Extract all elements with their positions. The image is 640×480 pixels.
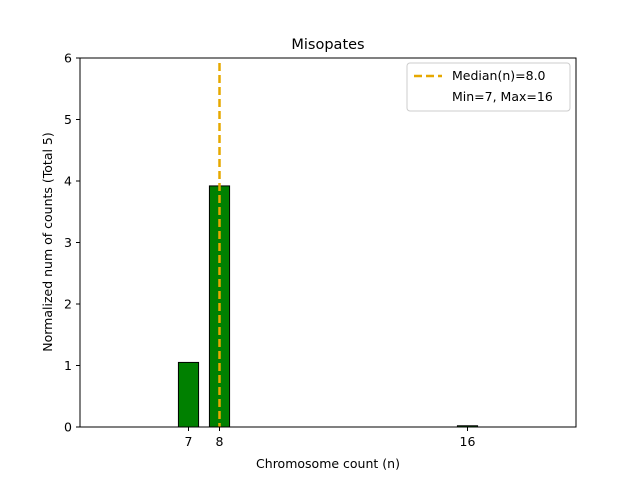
x-tick-label: 8 (216, 434, 224, 449)
y-axis-label: Normalized num of counts (Total 5) (40, 132, 55, 352)
x-tick-label: 7 (185, 434, 193, 449)
y-tick-label: 0 (64, 420, 72, 435)
x-tick-label: 16 (460, 434, 476, 449)
y-tick-label: 4 (64, 174, 72, 189)
y-tick-label: 3 (64, 235, 72, 250)
legend: Median(n)=8.0 Min=7, Max=16 (406, 62, 571, 112)
x-axis: 7 8 16 (185, 427, 476, 449)
bar-7 (177, 361, 200, 428)
x-axis-label: Chromosome count (n) (256, 456, 400, 471)
y-tick-label: 1 (64, 358, 72, 373)
y-tick-label: 6 (64, 51, 72, 66)
bars-layer (177, 185, 479, 428)
legend-box (406, 62, 571, 112)
y-axis: 0 1 2 3 4 5 6 (64, 51, 80, 435)
axes-frame (79, 57, 577, 428)
legend-range-label: Min=7, Max=16 (452, 89, 553, 104)
legend-median-label: Median(n)=8.0 (452, 68, 546, 83)
chart-title: Misopates (291, 37, 364, 53)
plot-area (79, 57, 577, 428)
y-tick-label: 2 (64, 297, 72, 312)
y-tick-label: 5 (64, 112, 72, 127)
